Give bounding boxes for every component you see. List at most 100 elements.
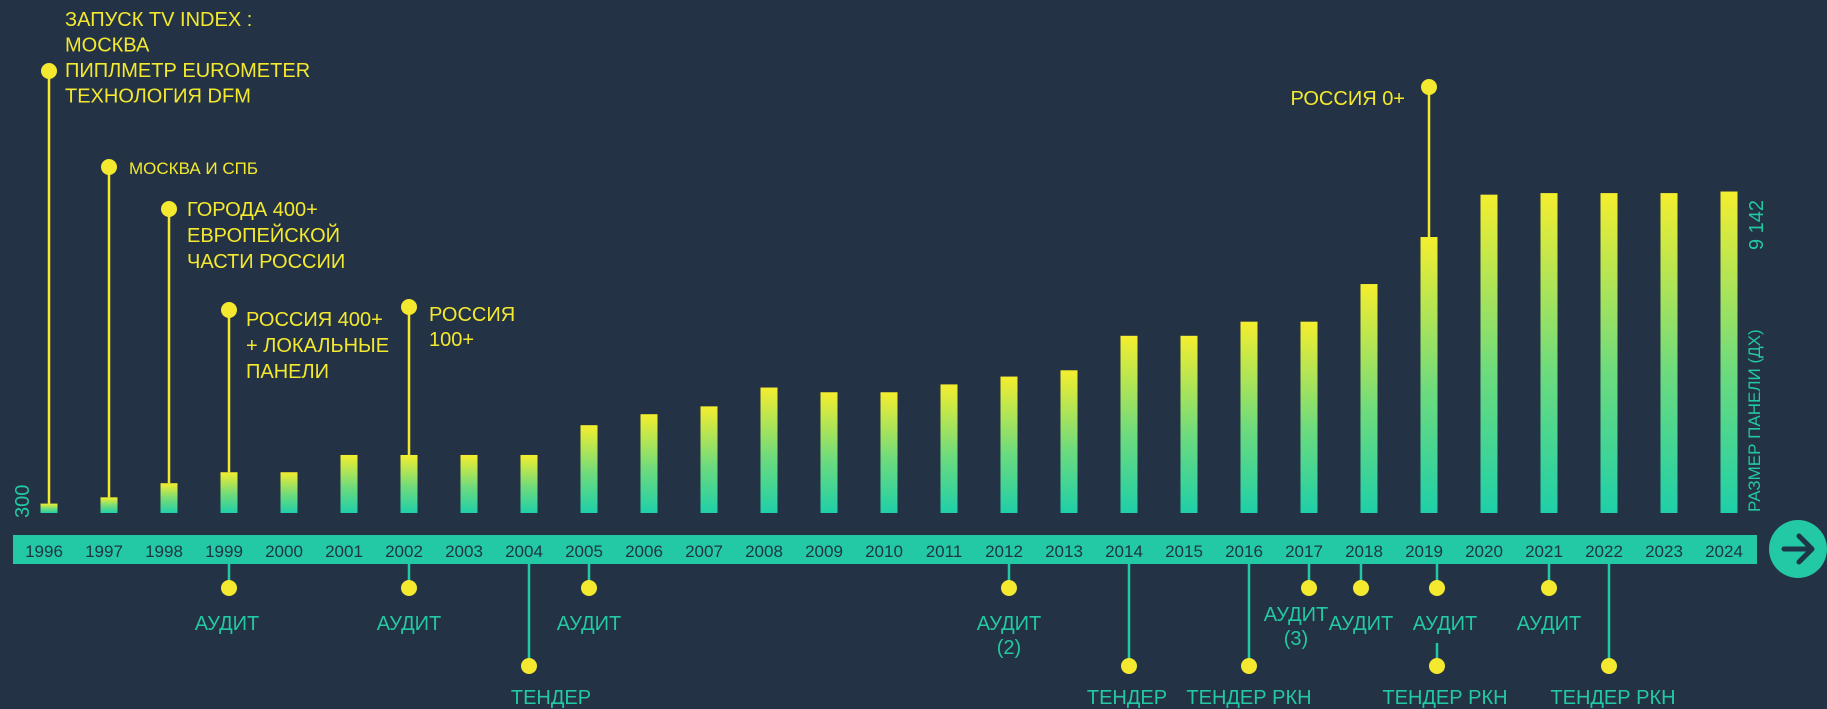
bottom-annotation-text: (2) (997, 637, 1021, 659)
bar-2014 (1120, 335, 1138, 513)
year-label: 2005 (565, 542, 603, 561)
year-label: 2007 (685, 542, 723, 561)
top-annotation-dot (161, 201, 177, 217)
bar-1999 (220, 472, 238, 513)
year-label: 2020 (1465, 542, 1503, 561)
top-annotation-dot (221, 302, 237, 318)
bottom-annotation-text: АУДИТ (557, 613, 621, 635)
bar-2013 (1060, 370, 1078, 513)
bottom-annotation-dot (1241, 658, 1257, 674)
top-annotation-dot (401, 299, 417, 315)
top-annotation-text: РОССИЯ 400+ (246, 309, 383, 331)
bar-2007 (700, 406, 718, 513)
bottom-annotation-dot (1429, 658, 1445, 674)
bottom-annotation-dot (1301, 580, 1317, 596)
y-start-label: 300 (12, 485, 34, 518)
bar-2009 (820, 392, 838, 513)
year-label: 2008 (745, 542, 783, 561)
bottom-annotation-text: ТЕНДЕР (511, 687, 591, 709)
timeline-strip (13, 535, 1757, 564)
arrow-right-icon (1781, 533, 1815, 565)
bottom-annotation-text: (3) (1284, 628, 1308, 650)
next-button[interactable] (1769, 520, 1827, 578)
year-label: 1997 (85, 542, 123, 561)
bottom-annotation-dot (1601, 658, 1617, 674)
bottom-annotation-text: АУДИТ (1264, 604, 1328, 626)
y-end-label: 9 142 (1746, 200, 1768, 250)
year-label: 1996 (25, 542, 63, 561)
top-annotation-dot (1421, 79, 1437, 95)
year-label: 2013 (1045, 542, 1083, 561)
year-label: 2011 (926, 542, 963, 561)
bar-2005 (580, 425, 598, 513)
bottom-annotation-text: АУДИТ (1329, 613, 1393, 635)
bar-2010 (880, 392, 898, 513)
bar-1997 (100, 497, 118, 513)
top-annotation-text: 100+ (429, 329, 474, 351)
bars-group (40, 191, 1738, 514)
top-annotation-text: РОССИЯ 0+ (1290, 88, 1405, 110)
bottom-annotation-dot (401, 580, 417, 596)
bar-2023 (1660, 193, 1678, 513)
bar-2011 (940, 384, 958, 513)
top-annotations: ЗАПУСК TV INDEX : МОСКВА ПИПЛМЕТР EUROMETE… (41, 9, 1437, 504)
bar-2021 (1540, 193, 1558, 513)
bottom-annotation-text: АУДИТ (195, 613, 259, 635)
bottom-annotation-dot (221, 580, 237, 596)
bar-2016 (1240, 321, 1258, 513)
bottom-annotation-dot (1121, 658, 1137, 674)
year-label: 2016 (1225, 542, 1263, 561)
bar-2020 (1480, 194, 1498, 513)
year-label: 1998 (145, 542, 183, 561)
bottom-annotation-dot (1541, 580, 1557, 596)
bar-1996 (40, 503, 58, 513)
top-annotation-text: ТЕХНОЛОГИЯ DFM (65, 86, 251, 108)
year-label: 2024 (1705, 542, 1743, 561)
bottom-annotation-text: ТЕНДЕР РКН (1186, 687, 1311, 709)
bar-2015 (1180, 335, 1198, 513)
bar-2004 (520, 454, 538, 513)
bottom-annotation-dot (1353, 580, 1369, 596)
bottom-annotation-text: АУДИТ (1517, 613, 1581, 635)
bottom-annotation-text: АУДИТ (1413, 613, 1477, 635)
top-annotation-text: МОСКВА (65, 35, 150, 57)
year-label: 2023 (1645, 542, 1683, 561)
year-label: 2022 (1585, 542, 1623, 561)
year-label: 2010 (865, 542, 903, 561)
bar-2001 (340, 454, 358, 513)
bar-2012 (1000, 376, 1018, 513)
bottom-annotation-dot (1429, 580, 1445, 596)
year-label: 2015 (1165, 542, 1203, 561)
year-label: 2001 (325, 542, 363, 561)
bar-2003 (460, 454, 478, 513)
bar-1998 (160, 483, 178, 513)
top-annotation-text: ЗАПУСК TV INDEX : (65, 9, 252, 31)
year-label: 2006 (625, 542, 663, 561)
top-annotation-dot (41, 63, 57, 79)
top-annotation-text: + ЛОКАЛЬНЫЕ (246, 335, 389, 357)
year-label: 2003 (445, 542, 483, 561)
top-annotation-text: МОСКВА И СПБ (129, 159, 258, 178)
top-annotation-text: ЕВРОПЕЙСКОЙ (187, 223, 340, 247)
bar-2000 (280, 472, 298, 513)
y-axis-label: РАЗМЕР ПАНЕЛИ (ДХ) (1745, 329, 1764, 512)
bottom-annotation-text: АУДИТ (977, 613, 1041, 635)
bottom-annotation-dot (521, 658, 537, 674)
bottom-annotation-text: ТЕНДЕР (1087, 687, 1167, 709)
bar-2002 (400, 454, 418, 513)
bottom-annotation-text: ТЕНДЕР РКН (1550, 687, 1675, 709)
year-label: 1999 (205, 542, 243, 561)
bottom-annotation-dot (1001, 580, 1017, 596)
top-annotation-text: ЧАСТИ РОССИИ (187, 251, 345, 273)
bar-2024 (1720, 191, 1738, 514)
year-label: 2018 (1345, 542, 1383, 561)
year-label: 2017 (1285, 542, 1323, 561)
top-annotation-dot (101, 159, 117, 175)
top-annotation-text: ПИПЛМЕТР EUROMETER (65, 60, 310, 82)
bottom-annotation-text: ТЕНДЕР РКН (1382, 687, 1507, 709)
bar-2006 (640, 414, 658, 513)
bar-2019 (1420, 237, 1438, 513)
bottom-annotation-dot (581, 580, 597, 596)
